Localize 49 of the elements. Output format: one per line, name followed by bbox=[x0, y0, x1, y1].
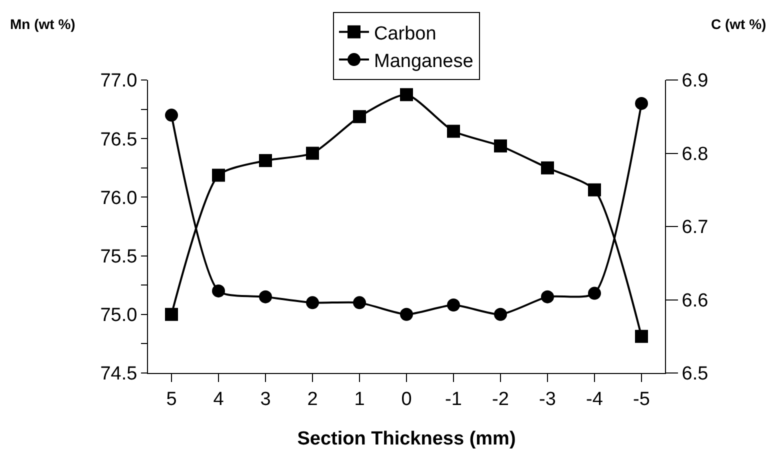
point bbox=[588, 183, 601, 196]
point bbox=[541, 290, 554, 304]
x-tick-label: 4 bbox=[213, 388, 224, 410]
y2-tick-label: 6.8 bbox=[682, 144, 708, 165]
x-tick-label: 1 bbox=[354, 388, 365, 410]
y2-tick-label: 6.7 bbox=[682, 217, 708, 238]
y-tick-label: 76.5 bbox=[100, 129, 138, 150]
y2-tick-label: 6.5 bbox=[682, 364, 708, 385]
point bbox=[494, 139, 507, 152]
y-tick-label: 76.0 bbox=[100, 188, 138, 209]
point bbox=[400, 308, 413, 321]
point bbox=[400, 88, 413, 102]
legend-label: Manganese bbox=[374, 50, 474, 72]
x-tick-label: 3 bbox=[260, 388, 271, 410]
x-tick-label: -1 bbox=[445, 388, 462, 410]
y-tick-label: 74.5 bbox=[100, 364, 138, 385]
point bbox=[447, 298, 460, 312]
point bbox=[212, 284, 225, 298]
y-tick-label: 77.0 bbox=[100, 70, 138, 92]
y-axis-title: Mn (wt %) bbox=[10, 16, 76, 32]
legend-label: Carbon bbox=[374, 23, 436, 44]
point bbox=[541, 161, 554, 174]
x-tick-label: 5 bbox=[166, 388, 177, 410]
x-tick-label: -4 bbox=[586, 388, 604, 410]
y2-tick-label: 6.9 bbox=[682, 70, 708, 92]
point bbox=[588, 286, 601, 300]
point bbox=[494, 308, 507, 321]
point bbox=[259, 290, 272, 304]
point bbox=[165, 108, 178, 122]
point bbox=[212, 168, 225, 182]
x-tick-label: 0 bbox=[401, 388, 412, 410]
point bbox=[306, 146, 319, 160]
y2-axis-title: C (wt %) bbox=[711, 16, 766, 32]
point bbox=[353, 296, 366, 310]
x-tick-label: -3 bbox=[539, 388, 556, 410]
x-tick-label: -2 bbox=[492, 388, 509, 410]
point bbox=[635, 96, 648, 110]
x-axis-title: Section Thickness (mm) bbox=[297, 428, 516, 450]
y2-tick-label: 6.6 bbox=[682, 290, 708, 312]
point bbox=[635, 330, 648, 343]
point bbox=[353, 110, 366, 124]
point bbox=[165, 308, 178, 321]
y-tick-label: 75.0 bbox=[100, 305, 138, 326]
point bbox=[259, 154, 272, 168]
x-tick-label: 2 bbox=[307, 388, 318, 410]
y-tick-label: 75.5 bbox=[100, 246, 138, 268]
point bbox=[447, 124, 460, 138]
point bbox=[306, 296, 319, 310]
x-tick-label: -5 bbox=[633, 388, 650, 410]
